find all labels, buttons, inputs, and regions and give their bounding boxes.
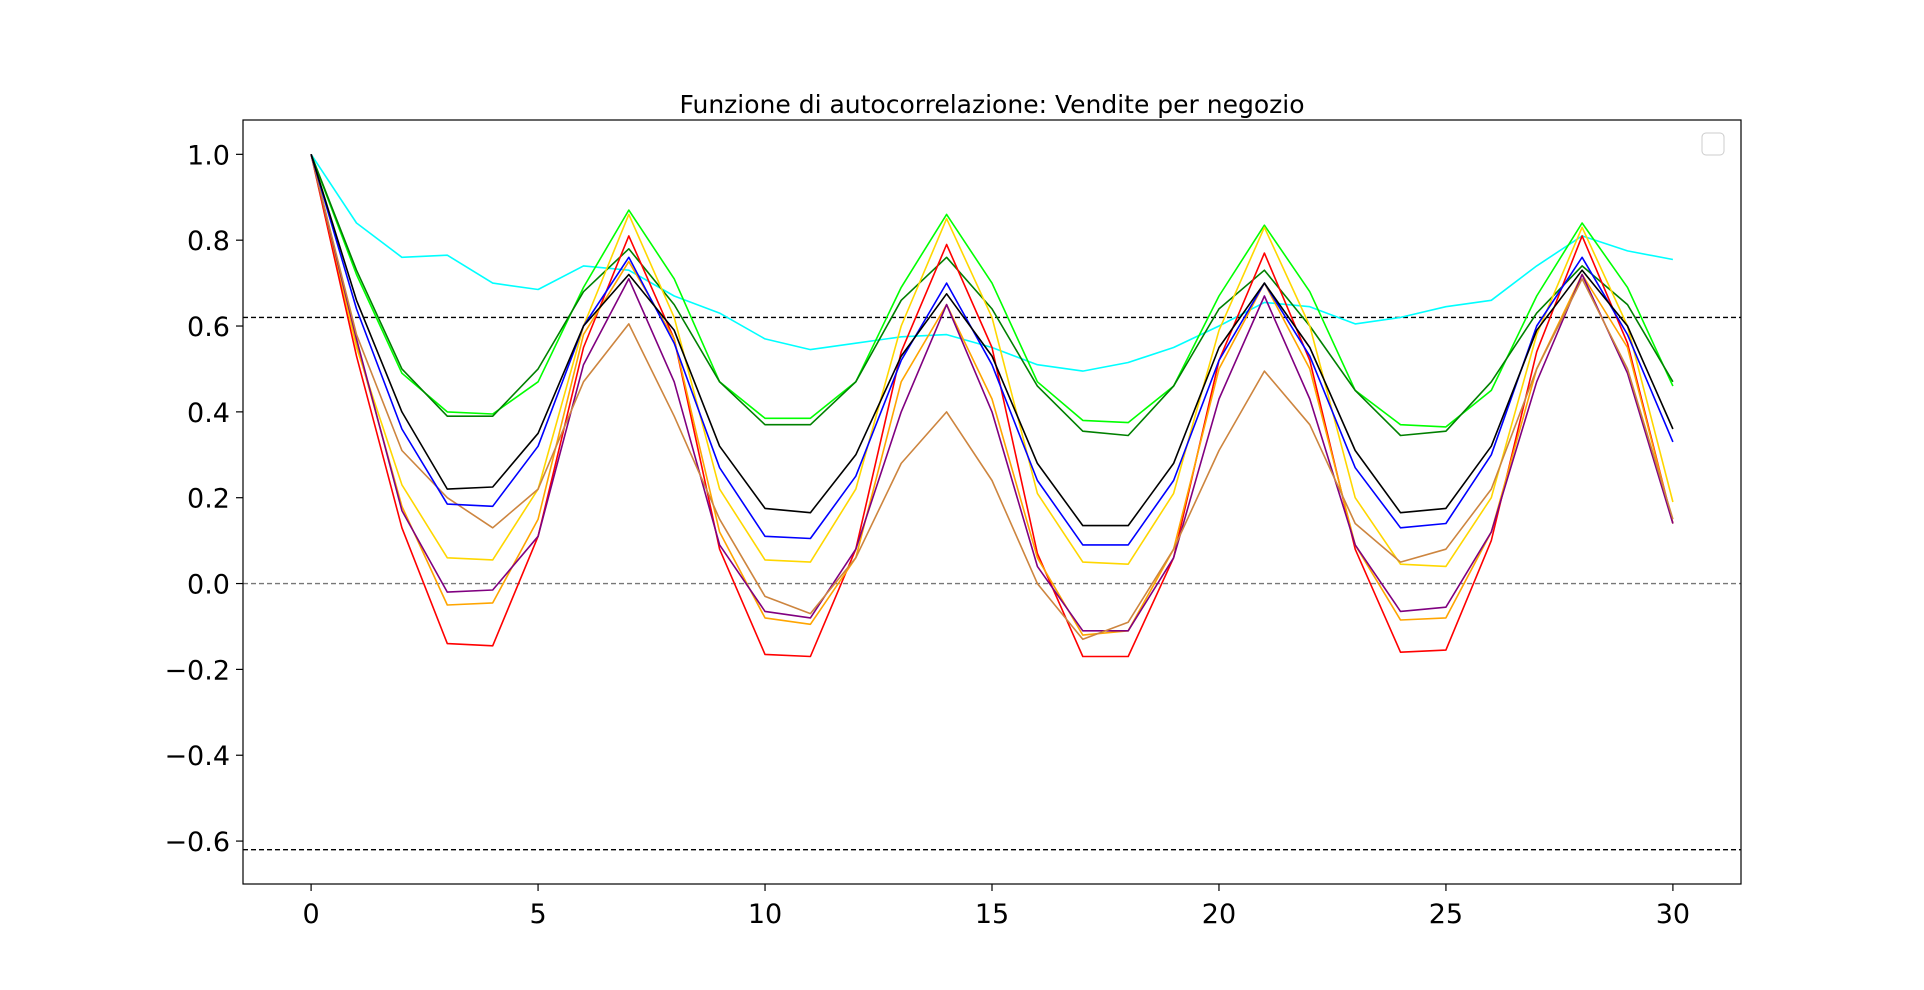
series-line-5: [310, 154, 1674, 636]
x-tick-label: 5: [529, 899, 546, 930]
y-tick-label: −0.2: [164, 655, 230, 686]
x-tick-label: 30: [1656, 899, 1690, 930]
series-line-3: [310, 154, 1674, 568]
y-tick-label: 0.2: [187, 484, 230, 515]
series-layer: [310, 153, 1674, 658]
y-tick-label: 1.0: [187, 140, 230, 171]
series-line-6: [310, 154, 1674, 632]
chart-title: Funzione di autocorrelazione: Vendite pe…: [679, 90, 1304, 119]
y-tick-label: 0.8: [187, 226, 230, 257]
y-tick-label: 0.0: [187, 570, 230, 601]
y-axis: 1.0 0.8 0.6 0.4 0.2 0.0 −0.2 −0.4 −0.6: [164, 140, 243, 858]
y-tick-label: 0.6: [187, 312, 230, 343]
series-line-1: [310, 154, 1674, 428]
series-line-8: [310, 154, 1674, 546]
series-line-7: [310, 154, 1674, 641]
x-tick-label: 20: [1202, 899, 1236, 930]
series-line-9: [310, 154, 1674, 527]
x-axis: 0 5 10 15 20 25 30: [302, 884, 1690, 930]
series-line-0: [310, 153, 1674, 372]
x-tick-label: 25: [1429, 899, 1463, 930]
y-tick-label: −0.4: [164, 741, 230, 772]
plot-frame: [242, 119, 1742, 885]
x-tick-label: 0: [302, 899, 319, 930]
y-tick-label: 0.4: [187, 398, 230, 429]
x-tick-label: 10: [748, 899, 782, 930]
y-tick-label: −0.6: [164, 827, 230, 858]
series-line-2: [310, 154, 1674, 437]
x-tick-label: 15: [975, 899, 1009, 930]
legend-box[interactable]: [1701, 132, 1725, 156]
